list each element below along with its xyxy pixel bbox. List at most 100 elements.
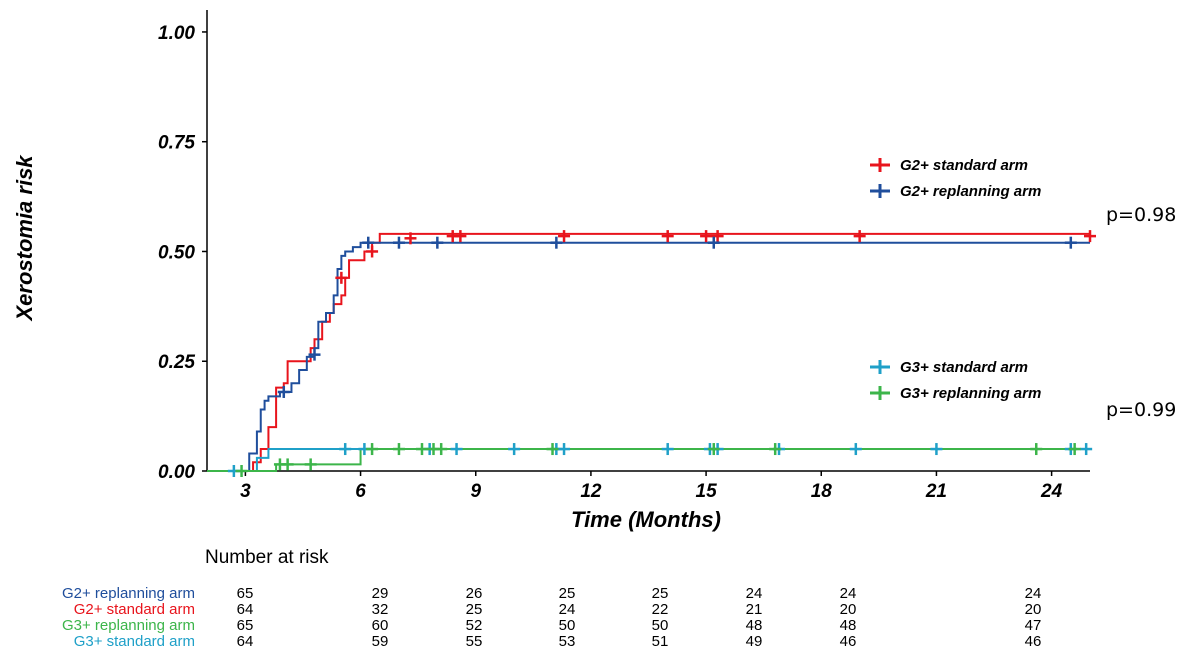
censor-mark: [707, 236, 720, 249]
censor-mark: [707, 443, 720, 456]
y-tick-label: 1.00: [158, 23, 195, 44]
risk-value: 20: [1025, 601, 1042, 618]
censor-mark: [431, 236, 444, 249]
legend-entry: G2+ replanning arm: [870, 183, 1041, 200]
risk-value: 20: [840, 601, 857, 618]
risk-value: 22: [652, 601, 669, 618]
legend-g3: G3+ standard arm G3+ replanning arm: [870, 359, 1041, 402]
censor-mark: [235, 465, 248, 477]
risk-value: 24: [840, 585, 857, 602]
censor-mark: [769, 443, 782, 456]
risk-value: 21: [746, 601, 763, 618]
risk-value: 29: [372, 585, 389, 602]
censor-mark: [339, 443, 352, 456]
x-tick-label: 15: [696, 481, 718, 502]
censor-mark: [392, 236, 405, 249]
censor-mark: [661, 230, 674, 243]
censor-mark: [277, 385, 290, 398]
x-tick-label: 24: [1040, 481, 1063, 502]
censor-mark: [546, 443, 559, 456]
x-tick-label: 21: [925, 481, 947, 502]
legend-label: G2+ replanning arm: [900, 183, 1041, 200]
legend-entry: G3+ standard arm: [870, 359, 1028, 376]
risk-row-label: G2+ standard arm: [74, 601, 195, 618]
legend-entry: G2+ standard arm: [870, 157, 1028, 174]
censor-mark: [661, 443, 674, 456]
legend-label: G2+ standard arm: [900, 157, 1028, 174]
curve-g2-standard-arm: [207, 232, 1090, 472]
censor-mark: [308, 348, 321, 361]
censor-mark: [415, 443, 428, 456]
censor-mark: [404, 232, 417, 245]
risk-value: 64: [237, 633, 254, 650]
risk-value: 53: [559, 633, 576, 650]
curve-g3-replanning-arm: [207, 448, 1090, 472]
censor-mark: [366, 443, 379, 456]
legend-entry: G3+ replanning arm: [870, 385, 1041, 402]
y-tick-label: 0.75: [158, 133, 195, 154]
censor-mark: [930, 443, 943, 456]
x-ticks: 3 6 9 12 15 18 21 24: [240, 471, 1063, 502]
x-tick-label: 18: [811, 481, 833, 502]
y-tick-label: 0.25: [158, 352, 195, 373]
legend-g2: G2+ standard arm G2+ replanning arm: [870, 157, 1041, 200]
censor-mark: [304, 458, 317, 471]
censor-mark: [853, 230, 866, 243]
censor-mark: [362, 236, 375, 249]
censor-mark: [849, 443, 862, 456]
censor-mark: [550, 236, 563, 249]
risk-value: 24: [1025, 585, 1042, 602]
risk-row-label: G3+ standard arm: [74, 633, 195, 650]
censor-mark: [711, 230, 724, 243]
risk-value: 25: [466, 601, 483, 618]
censor-mark: [392, 443, 405, 456]
censor-marks: [227, 230, 1096, 477]
curve-g3-standard-arm: [207, 448, 1090, 472]
censor-mark: [366, 245, 379, 258]
risk-value: 51: [652, 633, 669, 650]
risk-value: 49: [746, 633, 763, 650]
y-ticks: 0.00 0.25 0.50 0.75 1.00: [158, 23, 207, 483]
legend-label: G3+ standard arm: [900, 359, 1028, 376]
censor-mark: [1068, 443, 1081, 456]
risk-value: 46: [840, 633, 857, 650]
risk-value: 59: [372, 633, 389, 650]
censor-mark: [335, 271, 348, 284]
censor-mark: [435, 443, 448, 456]
censor-mark: [1080, 443, 1093, 456]
y-tick-label: 0.50: [158, 242, 195, 263]
risk-table-title: Number at risk: [205, 547, 329, 568]
censor-mark: [281, 458, 294, 471]
p-value-g2: p=0.98: [1106, 204, 1176, 226]
risk-value: 24: [559, 601, 576, 618]
censor-mark: [450, 443, 463, 456]
censor-mark: [1030, 443, 1043, 456]
risk-value: 64: [237, 601, 254, 618]
x-tick-label: 9: [470, 481, 481, 502]
risk-value: 25: [652, 585, 669, 602]
y-axis-label: Xerostomia risk: [12, 154, 37, 323]
risk-value: 60: [372, 617, 389, 634]
risk-value: 48: [746, 617, 763, 634]
risk-value: 24: [746, 585, 763, 602]
censor-mark: [558, 230, 571, 243]
censor-mark: [1084, 230, 1096, 243]
censor-mark: [454, 230, 467, 243]
x-axis-label: Time (Months): [571, 507, 721, 532]
risk-value: 50: [652, 617, 669, 634]
censor-mark: [700, 230, 713, 243]
risk-value: 52: [466, 617, 483, 634]
risk-row-label: G2+ replanning arm: [62, 585, 195, 602]
p-value-g3: p=0.99: [1106, 399, 1176, 421]
risk-value: 65: [237, 585, 254, 602]
risk-value: 25: [559, 585, 576, 602]
risk-value: 32: [372, 601, 389, 618]
risk-value: 26: [466, 585, 483, 602]
x-tick-label: 6: [355, 481, 366, 502]
y-tick-label: 0.00: [158, 462, 195, 483]
censor-mark: [508, 443, 521, 456]
x-tick-label: 12: [580, 481, 602, 502]
survival-curves: [207, 232, 1090, 472]
